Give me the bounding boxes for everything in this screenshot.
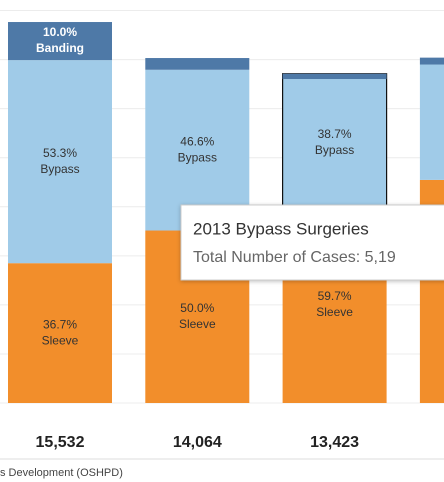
tooltip-text: Total Number of Cases: 5,19 bbox=[193, 249, 396, 266]
segment-label: 38.7% bbox=[318, 127, 352, 141]
tooltip-box bbox=[180, 204, 444, 281]
segment-name: Bypass bbox=[178, 150, 217, 164]
bar-segment bbox=[8, 263, 112, 403]
segment-name: Bypass bbox=[40, 162, 79, 176]
bar-segment bbox=[282, 73, 387, 80]
tooltip: 2013 Bypass Surgeries Total Number of Ca… bbox=[180, 204, 444, 281]
source: s Development (OSHPD) bbox=[0, 467, 123, 479]
segment-label: 46.6% bbox=[180, 134, 214, 148]
bar-segment bbox=[8, 22, 112, 61]
segment-label: 10.0% bbox=[43, 25, 77, 39]
segment-name: Banding bbox=[36, 41, 84, 55]
bar-segment bbox=[145, 69, 250, 231]
bar-segment bbox=[145, 58, 250, 70]
segment-label: 50.0% bbox=[180, 301, 214, 315]
total-label: 13,423 bbox=[310, 434, 359, 451]
bar-segment bbox=[282, 79, 387, 207]
segment-label: 59.7% bbox=[318, 289, 352, 303]
segment-name: Sleeve bbox=[42, 333, 79, 347]
segment-name: Sleeve bbox=[179, 317, 216, 331]
bar-segment bbox=[419, 64, 444, 180]
segment-label: 53.3% bbox=[43, 146, 77, 160]
total-label: 15,532 bbox=[36, 434, 85, 451]
tooltip-title: 2013 Bypass Surgeries bbox=[193, 219, 369, 238]
bar-segment bbox=[419, 57, 444, 65]
segment-name: Sleeve bbox=[316, 305, 353, 319]
segment-name: Bypass bbox=[315, 143, 354, 157]
total-label: 14,064 bbox=[173, 434, 222, 451]
bar-segment bbox=[8, 60, 112, 264]
segment-label: 36.7% bbox=[43, 317, 77, 331]
